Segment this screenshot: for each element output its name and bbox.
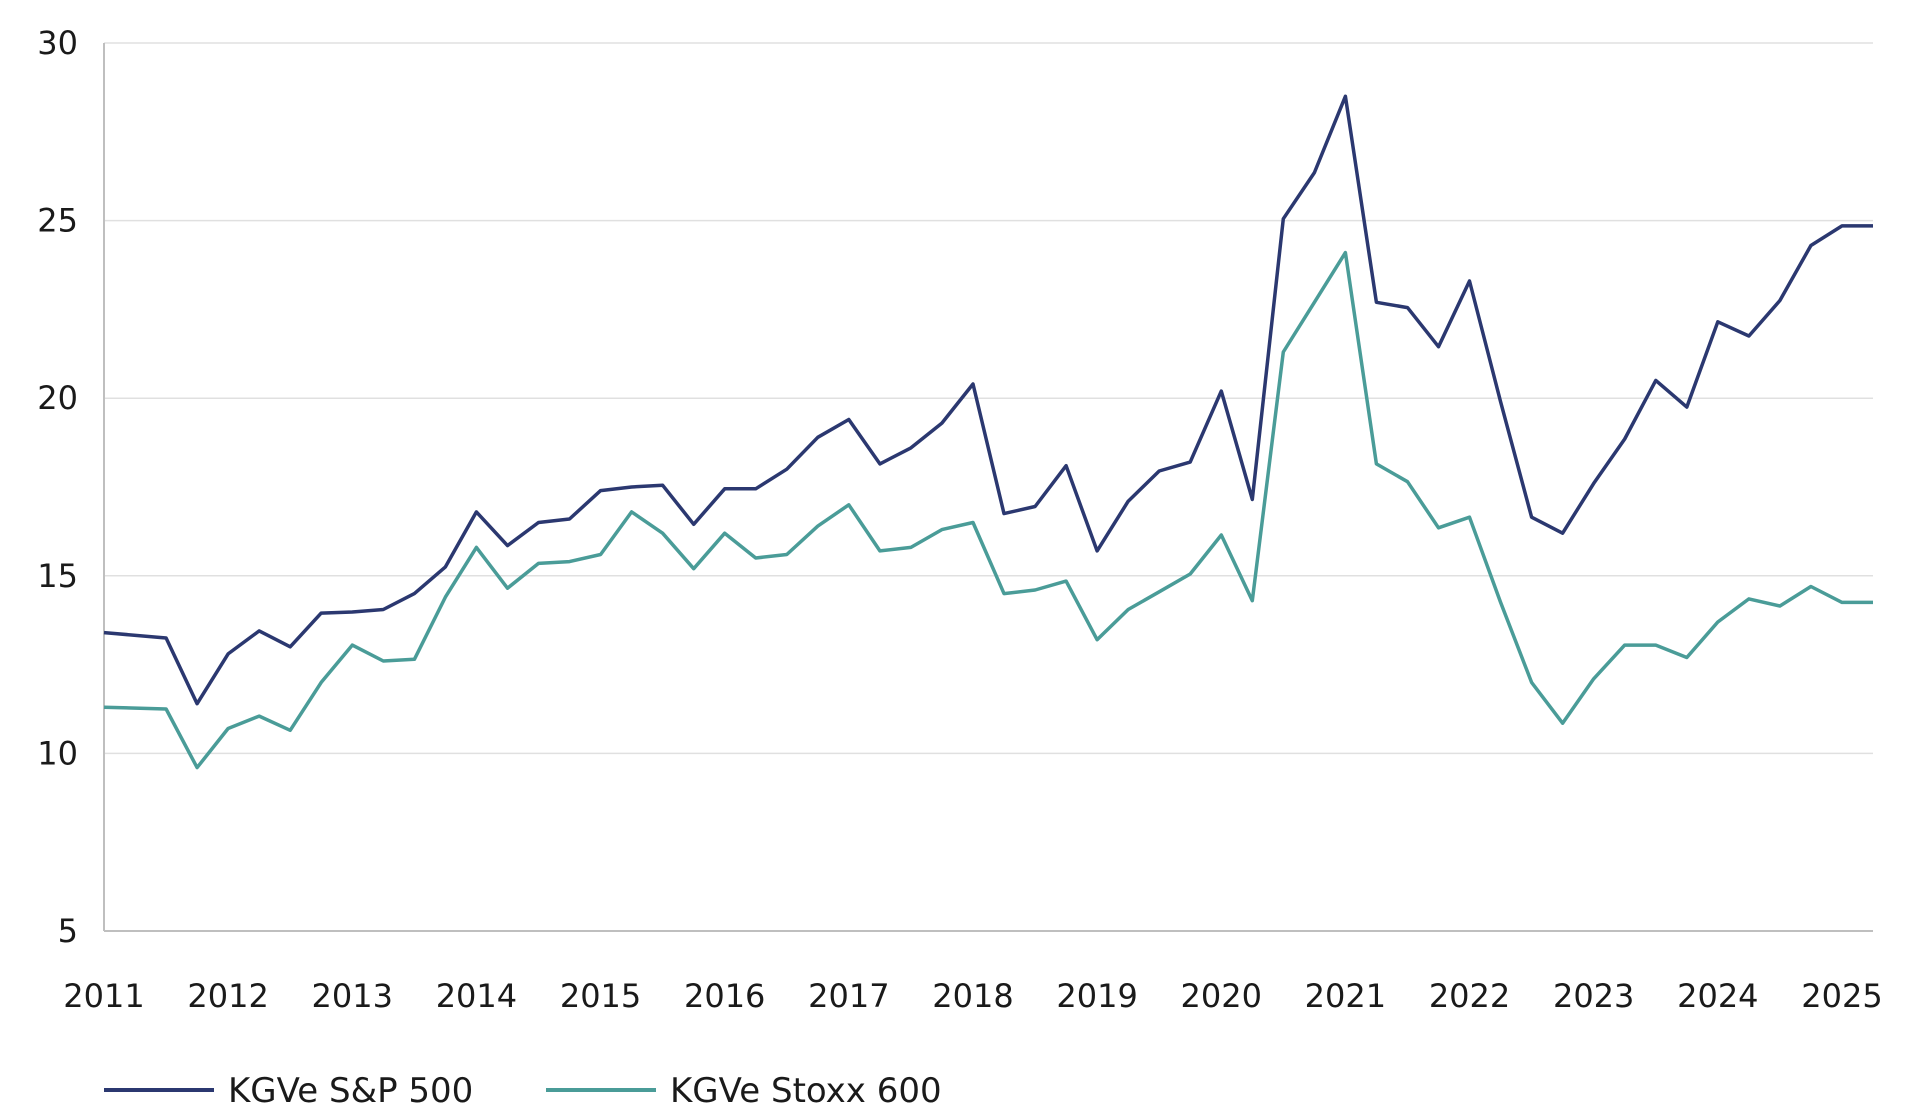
x-tick-label: 2014 <box>436 977 517 1015</box>
x-tick-label: 2021 <box>1305 977 1386 1015</box>
x-tick-labels: 2011 2012 2013 2014 2015 2016 2017 2018 2019 2020… <box>63 977 1882 1015</box>
legend-label-stoxx600: KGVe Stoxx 600 <box>670 1071 942 1111</box>
x-tick-label: 2024 <box>1677 977 1758 1015</box>
y-tick-label: 30 <box>37 24 78 62</box>
x-tick-label: 2011 <box>63 977 144 1015</box>
x-tick-label: 2022 <box>1429 977 1510 1015</box>
series-lines <box>103 94 1873 770</box>
x-tick-label: 2017 <box>808 977 889 1015</box>
y-tick-labels: 5 10 15 20 25 30 <box>37 24 78 950</box>
x-tick-label: 2025 <box>1801 977 1882 1015</box>
y-tick-label: 10 <box>37 734 78 772</box>
y-tick-label: 15 <box>37 557 78 595</box>
axes <box>103 43 1873 932</box>
x-tick-label: 2020 <box>1181 977 1262 1015</box>
y-tick-label: 20 <box>37 379 78 417</box>
legend-label-sp500: KGVe S&P 500 <box>228 1071 473 1111</box>
x-tick-label: 2016 <box>684 977 765 1015</box>
series-line-sp500 <box>103 94 1873 706</box>
gridlines <box>104 42 1873 755</box>
y-tick-label: 25 <box>37 202 78 240</box>
x-tick-label: 2023 <box>1553 977 1634 1015</box>
x-tick-label: 2012 <box>187 977 268 1015</box>
x-tick-label: 2015 <box>560 977 641 1015</box>
x-tick-label: 2019 <box>1056 977 1137 1015</box>
series-line-stoxx600 <box>103 250 1873 770</box>
legend: KGVe S&P 500 KGVe Stoxx 600 <box>104 1071 942 1111</box>
x-tick-label: 2013 <box>312 977 393 1015</box>
y-tick-label: 5 <box>58 912 78 950</box>
x-tick-label: 2018 <box>932 977 1013 1015</box>
